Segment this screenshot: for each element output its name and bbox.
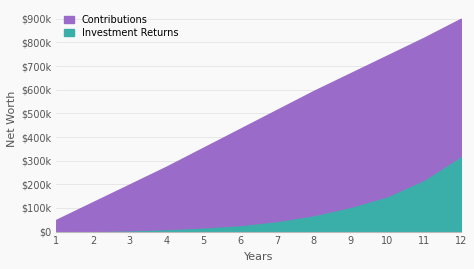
Legend: Contributions, Investment Returns: Contributions, Investment Returns — [61, 12, 181, 41]
Y-axis label: Net Worth: Net Worth — [7, 91, 17, 147]
X-axis label: Years: Years — [244, 252, 273, 262]
